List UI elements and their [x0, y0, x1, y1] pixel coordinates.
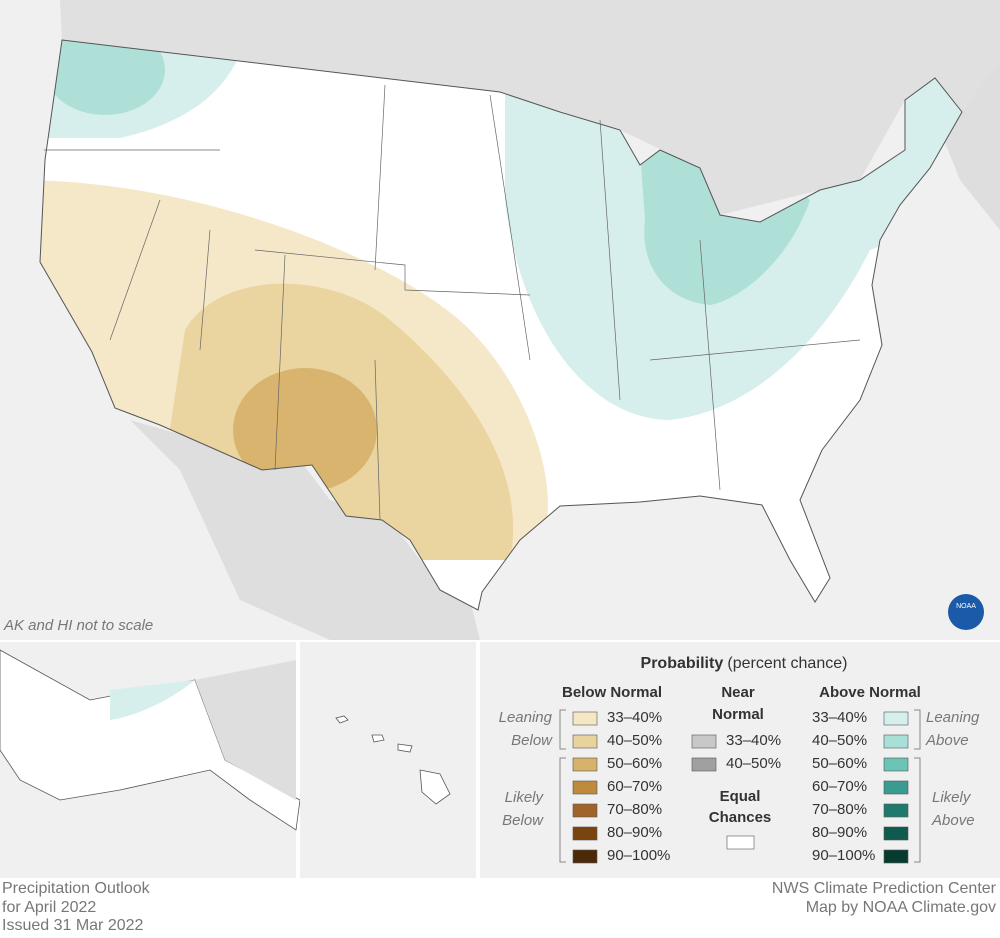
legend-column-heading: Chances [709, 809, 772, 826]
legend-side-label: Likely [932, 789, 972, 806]
legend-swatch [572, 711, 598, 726]
legend-label: 60–70% [607, 778, 662, 795]
legend-column-heading: Near [721, 684, 755, 701]
conus-outline [39, 39, 963, 611]
legend-swatch [572, 734, 598, 749]
legend-label: 90–100% [607, 847, 670, 864]
ak-leaning-above [110, 680, 195, 720]
legend-side-label: Below [511, 732, 553, 749]
state-lines [44, 84, 861, 521]
legend-label: 33–40% [812, 709, 867, 726]
legend-swatch [691, 757, 717, 772]
legend-swatch [726, 835, 755, 850]
footer-right: NWS Climate Prediction Center [772, 880, 997, 897]
legend-label: 80–90% [607, 824, 662, 841]
footer-left: Precipitation Outlook [2, 880, 151, 897]
legend-bracket [559, 757, 566, 863]
canada-ak [195, 660, 296, 800]
legend-label: 40–50% [607, 732, 662, 749]
footer-left: for April 2022 [2, 899, 96, 916]
legend-column-heading: Equal [720, 788, 761, 805]
legend-label: 60–70% [812, 778, 867, 795]
logo-text: NOAA [956, 603, 976, 610]
legend-column-heading: Below Normal [562, 684, 662, 701]
legend-swatch [883, 826, 909, 841]
legend-swatch [883, 849, 909, 864]
legend-label: 40–50% [726, 755, 781, 772]
legend-side-label: Below [502, 812, 544, 829]
legend-bracket [914, 709, 921, 750]
legend-label: 90–100% [812, 847, 875, 864]
neighbor-land [0, 0, 1000, 640]
legend-label: 33–40% [607, 709, 662, 726]
legend-label: 70–80% [812, 801, 867, 818]
legend-side-label: Likely [505, 789, 545, 806]
legend-label: 33–40% [726, 732, 781, 749]
legend-swatch [883, 757, 909, 772]
legend-side-label: Above [931, 812, 975, 829]
legend-subtitle: (percent chance) [727, 655, 847, 672]
legend-swatch [883, 803, 909, 818]
legend-swatch [883, 780, 909, 795]
legend-swatch [572, 826, 598, 841]
legend-side-label: Above [925, 732, 969, 749]
legend-swatch [572, 849, 598, 864]
noaa-logo [948, 594, 984, 630]
legend-label: 40–50% [812, 732, 867, 749]
legend-swatch [572, 803, 598, 818]
legend-swatch [572, 780, 598, 795]
scale-note: AK and HI not to scale [3, 617, 153, 634]
legend-bracket [914, 757, 921, 863]
hawaii [335, 715, 451, 805]
legend-swatch [572, 757, 598, 772]
legend-label: 80–90% [812, 824, 867, 841]
footer-left: Issued 31 Mar 2022 [2, 917, 144, 934]
footer-right: Map by NOAA Climate.gov [806, 899, 996, 916]
canada [60, 0, 1000, 215]
legend-heading: Probability (percent chance) [641, 655, 848, 672]
legend-title: Probability [641, 655, 724, 672]
legend-column-heading: Above Normal [819, 684, 921, 701]
legend-swatch [883, 734, 909, 749]
hawaii-panel [300, 642, 476, 878]
legend-label: 50–60% [607, 755, 662, 772]
legend-side-label: Leaning [926, 709, 980, 726]
legend-side-label: Leaning [499, 709, 553, 726]
legend-label: 70–80% [607, 801, 662, 818]
legend-bracket [559, 709, 566, 750]
legend-column-heading: Normal [712, 706, 764, 723]
below-50-area [233, 368, 377, 492]
legend-swatch [691, 734, 717, 749]
legend-label: 50–60% [812, 755, 867, 772]
legend-swatch [883, 711, 909, 726]
